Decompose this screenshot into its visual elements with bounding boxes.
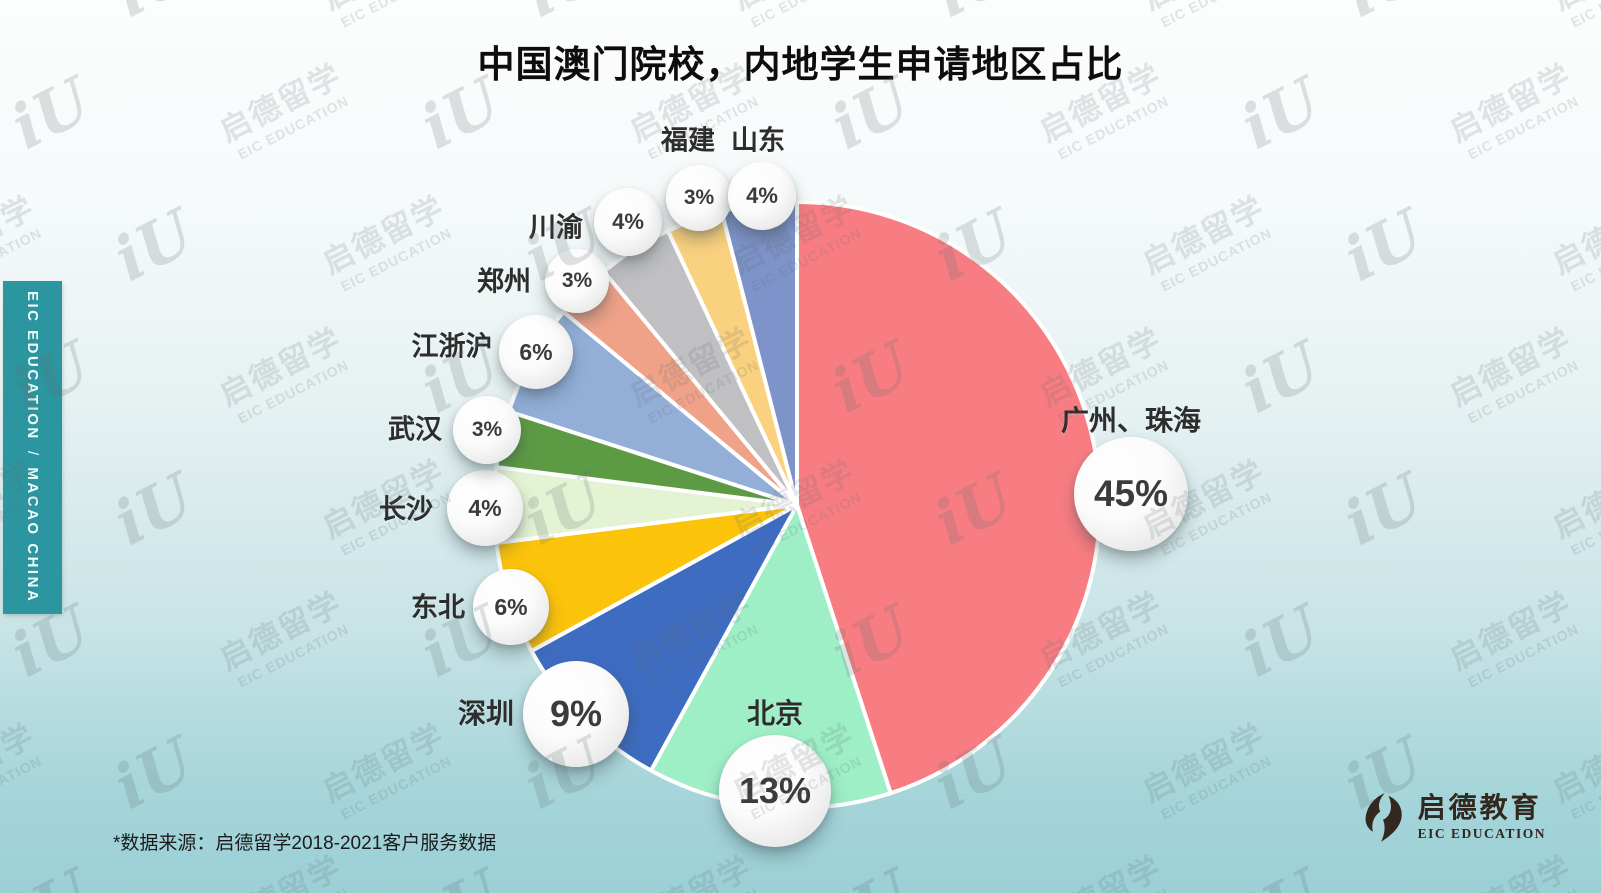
region-label-5: 武汉 <box>388 414 442 445</box>
watermark-logo-glyph: iU <box>820 855 922 893</box>
percent-value: 6% <box>494 593 528 620</box>
percent-value: 3% <box>683 186 715 209</box>
watermark-logo-glyph: iU <box>1332 195 1435 296</box>
percent-bubble-5: 3% <box>453 396 521 464</box>
percent-value: 4% <box>468 494 502 521</box>
sidebar-tab-macao-china: EIC EDUCATION / MACAO CHINA <box>3 281 62 614</box>
watermark-logo-glyph: iU <box>1229 327 1332 428</box>
percent-value: 6% <box>519 338 553 365</box>
watermark-logo-glyph: iU <box>102 195 205 296</box>
watermark-logo-glyph: iU <box>1332 459 1435 560</box>
percent-value: 4% <box>612 209 644 234</box>
region-label-8: 川渝 <box>529 212 583 243</box>
percent-value: 3% <box>471 418 503 441</box>
percent-value: 13% <box>738 770 812 811</box>
region-label-6: 江浙沪 <box>411 331 493 362</box>
region-label-3: 东北 <box>411 592 465 623</box>
percent-bubble-7: 3% <box>545 249 609 313</box>
watermark-logo-glyph: iU <box>102 459 205 560</box>
percent-value: 3% <box>561 269 593 292</box>
percent-bubble-9: 3% <box>666 165 732 231</box>
chart-title: 中国澳门院校，内地学生申请地区占比 <box>477 44 1124 85</box>
brand-name-en: EIC EDUCATION <box>1417 825 1546 841</box>
eic-logo-icon <box>1365 793 1402 842</box>
watermark-logo-glyph: iU <box>0 855 102 893</box>
sidebar-separator: / <box>24 451 41 458</box>
percent-bubble-4: 4% <box>447 470 523 546</box>
watermark-logo-glyph: iU <box>1333 0 1435 32</box>
region-label-10: 山东 <box>731 125 785 156</box>
percent-value: 45% <box>1093 473 1169 514</box>
brand-name-cn: 启德教育 <box>1417 791 1542 823</box>
watermark-logo-glyph: iU <box>923 0 1025 32</box>
sidebar-org-label: EIC EDUCATION <box>24 291 41 442</box>
watermark-logo-glyph: iU <box>410 855 512 893</box>
percent-bubble-8: 4% <box>594 188 662 256</box>
percent-bubble-3: 6% <box>473 569 549 645</box>
percent-bubble-10: 4% <box>728 162 796 230</box>
region-label-1: 北京 <box>746 698 804 729</box>
sidebar-tab-label: EIC EDUCATION / MACAO CHINA <box>24 291 41 603</box>
percent-value: 4% <box>746 183 778 208</box>
watermark-logo-glyph: iU <box>1230 855 1332 893</box>
region-label-0: 广州、珠海 <box>1060 405 1202 436</box>
percent-bubble-6: 6% <box>499 315 573 389</box>
watermark-logo-glyph: iU <box>513 0 615 32</box>
data-source-note: *数据来源：启德留学2018-2021客户服务数据 <box>113 833 497 854</box>
sidebar-region-label: MACAO CHINA <box>24 467 41 604</box>
region-label-7: 郑州 <box>477 266 531 297</box>
watermark-logo-glyph: iU <box>1229 591 1332 692</box>
brand-logo: 启德教育 EIC EDUCATION <box>1360 791 1546 843</box>
percent-bubble-0: 45% <box>1074 437 1188 551</box>
region-label-4: 长沙 <box>379 494 433 525</box>
watermark-logo-glyph: iU <box>103 0 205 32</box>
percent-bubble-2: 9% <box>523 661 629 767</box>
region-label-2: 深圳 <box>457 698 515 729</box>
percent-value: 9% <box>549 693 603 734</box>
watermark-logo-glyph: iU <box>102 723 205 824</box>
percent-bubble-1: 13% <box>719 735 831 847</box>
region-label-9: 福建 <box>661 125 715 156</box>
